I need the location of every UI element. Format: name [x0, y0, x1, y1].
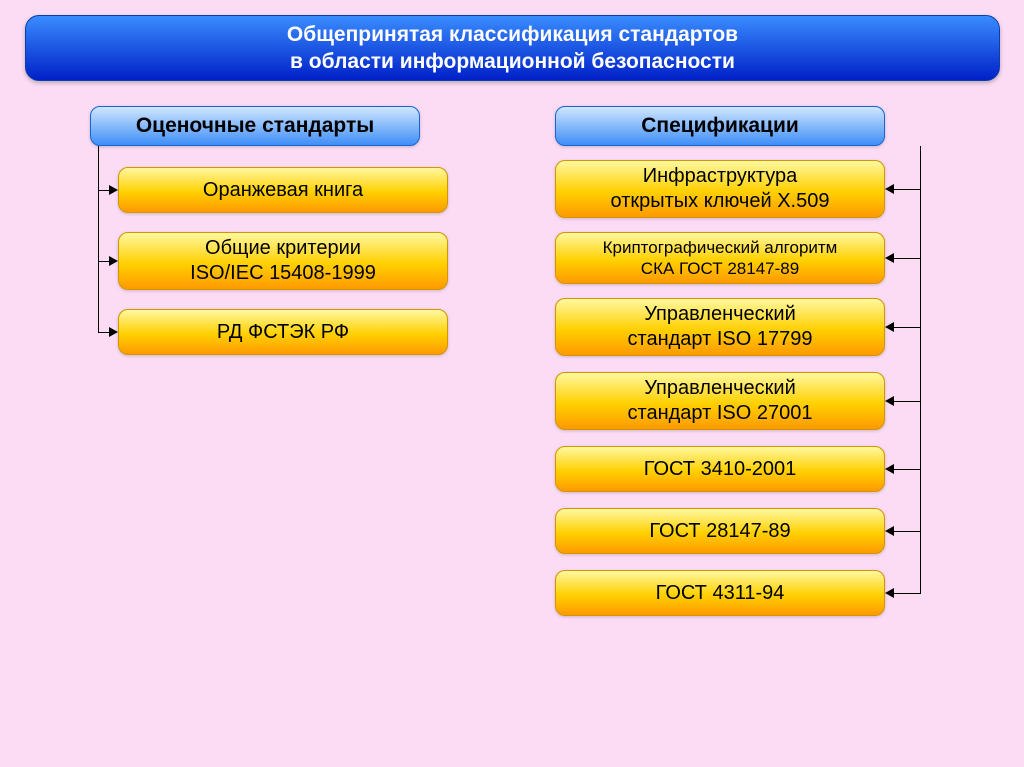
left-item-1-line-0: Общие критерии — [205, 236, 361, 261]
right-item-2-line-0: Управленческий — [644, 302, 796, 327]
main-title-line1: Общепринятая классификация стандартов — [287, 21, 738, 48]
left-item-0-line-0: Оранжевая книга — [203, 178, 363, 203]
arrowhead-icon — [885, 322, 894, 332]
main-title-banner: Общепринятая классификация стандартов в … — [25, 15, 1000, 81]
arrowhead-icon — [109, 256, 118, 266]
right-item-1: Криптографический алгоритмСКА ГОСТ 28147… — [555, 232, 885, 284]
right-item-3-line-0: Управленческий — [644, 376, 796, 401]
right-item-4: ГОСТ 3410-2001 — [555, 446, 885, 492]
arrowhead-icon — [885, 396, 894, 406]
connector-line — [98, 146, 99, 333]
right-item-0: Инфраструктураоткрытых ключей X.509 — [555, 160, 885, 218]
right-item-0-line-0: Инфраструктура — [643, 164, 798, 189]
left-item-0: Оранжевая книга — [118, 167, 448, 213]
arrowhead-icon — [109, 185, 118, 195]
connector-line — [98, 261, 109, 262]
connector-line — [894, 258, 921, 259]
arrowhead-icon — [885, 464, 894, 474]
right-item-4-line-0: ГОСТ 3410-2001 — [644, 457, 796, 482]
right-item-6: ГОСТ 4311-94 — [555, 570, 885, 616]
right-item-5: ГОСТ 28147-89 — [555, 508, 885, 554]
right-item-5-line-0: ГОСТ 28147-89 — [649, 519, 790, 544]
right-item-0-line-1: открытых ключей X.509 — [611, 189, 830, 214]
main-title-line2: в области информационной безопасности — [290, 48, 735, 75]
right-item-3: Управленческийстандарт ISO 27001 — [555, 372, 885, 430]
arrowhead-icon — [885, 253, 894, 263]
connector-line — [894, 531, 921, 532]
connector-line — [894, 327, 921, 328]
arrowhead-icon — [885, 184, 894, 194]
right-item-6-line-0: ГОСТ 4311-94 — [656, 581, 785, 606]
connector-line — [894, 469, 921, 470]
right-item-2-line-1: стандарт ISO 17799 — [628, 327, 813, 352]
left-item-2-line-0: РД ФСТЭК РФ — [217, 320, 349, 345]
arrowhead-icon — [885, 588, 894, 598]
right-item-3-line-1: стандарт ISO 27001 — [628, 401, 813, 426]
right-subheader: Спецификации — [555, 106, 885, 146]
right-item-1-line-1: СКА ГОСТ 28147-89 — [641, 258, 799, 279]
left-item-2: РД ФСТЭК РФ — [118, 309, 448, 355]
arrowhead-icon — [885, 526, 894, 536]
connector-line — [920, 146, 921, 594]
left-item-1-line-1: ISO/IEC 15408-1999 — [190, 261, 376, 286]
connector-line — [98, 190, 109, 191]
connector-line — [894, 189, 921, 190]
right-item-2: Управленческийстандарт ISO 17799 — [555, 298, 885, 356]
connector-line — [894, 401, 921, 402]
left-subheader: Оценочные стандарты — [90, 106, 420, 146]
left-item-1: Общие критерииISO/IEC 15408-1999 — [118, 232, 448, 290]
connector-line — [98, 332, 109, 333]
arrowhead-icon — [109, 327, 118, 337]
right-item-1-line-0: Криптографический алгоритм — [603, 237, 838, 258]
connector-line — [894, 593, 921, 594]
